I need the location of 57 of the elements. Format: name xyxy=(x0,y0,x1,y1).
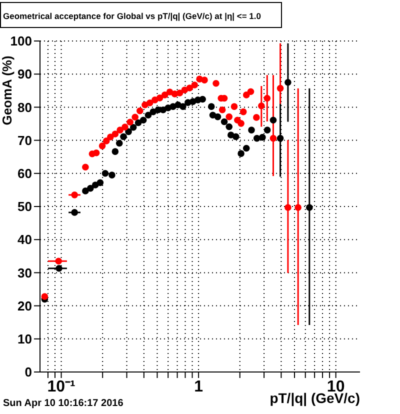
y-tick-label: 0 xyxy=(24,364,32,380)
point xyxy=(144,112,152,119)
point xyxy=(82,188,89,194)
y-tick-label: 10 xyxy=(18,332,32,347)
point xyxy=(92,149,100,156)
y-tick-label: 80 xyxy=(18,100,32,115)
point xyxy=(134,119,142,126)
point xyxy=(191,82,198,88)
y-axis-title: GeomA (%) xyxy=(0,55,15,125)
y-tick-label: 30 xyxy=(18,265,32,280)
y-tick-label: 60 xyxy=(18,166,32,182)
point xyxy=(161,92,168,98)
point xyxy=(130,124,137,131)
point xyxy=(199,96,206,103)
point xyxy=(284,204,292,211)
point xyxy=(96,179,104,186)
point xyxy=(107,134,114,140)
point xyxy=(220,118,228,126)
x-tick-label: 10⁻¹ xyxy=(47,378,76,396)
point xyxy=(125,128,132,136)
point xyxy=(180,103,186,110)
point xyxy=(112,130,119,138)
point xyxy=(186,84,194,92)
point xyxy=(201,76,208,84)
point xyxy=(214,113,222,120)
y-tick-label: 100 xyxy=(10,34,32,49)
point xyxy=(122,124,128,130)
point xyxy=(176,90,184,96)
point xyxy=(86,184,94,192)
point xyxy=(116,140,123,147)
point xyxy=(270,116,277,124)
point xyxy=(82,164,89,171)
point xyxy=(120,133,127,140)
point xyxy=(146,99,154,106)
text: Sun Apr 10 10:16:17 2016 xyxy=(3,398,124,409)
point xyxy=(230,103,238,110)
point xyxy=(112,148,119,155)
point xyxy=(136,107,144,114)
y-tick-label: 90 xyxy=(18,66,32,82)
point xyxy=(116,126,124,134)
point xyxy=(126,118,134,126)
y-tick-label: 50 xyxy=(18,199,32,214)
point xyxy=(102,170,109,177)
point xyxy=(102,138,110,144)
point xyxy=(226,123,233,130)
y-tick-label: 40 xyxy=(18,232,32,248)
point xyxy=(226,113,233,120)
point xyxy=(132,114,138,121)
y-tick-label: 70 xyxy=(18,132,32,148)
point xyxy=(248,126,255,134)
x-tick-label: 1 xyxy=(194,378,204,396)
point xyxy=(156,94,164,102)
y-tick-label: 20 xyxy=(18,298,32,314)
point xyxy=(264,126,271,134)
point xyxy=(259,134,266,141)
point xyxy=(140,116,147,124)
chart-title: Geometrical acceptance for Global vs pT/|q| (GeV/c) at |η| <= 1.0 xyxy=(0,2,282,28)
